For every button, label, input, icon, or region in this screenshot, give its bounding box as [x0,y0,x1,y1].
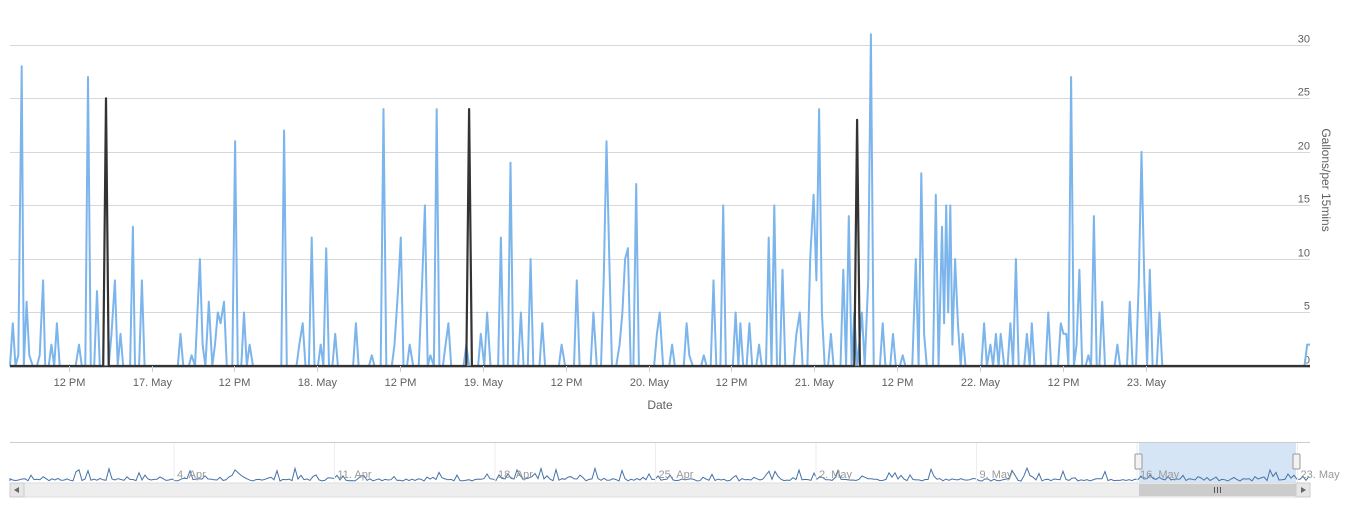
x-tick-label: 12 PM [551,377,583,389]
navigator-selection[interactable] [1139,443,1296,483]
navigator-label: 25. Apr [659,469,694,481]
x-tick-label: 12 PM [219,377,251,389]
y-tick-label: 5 [1304,301,1310,313]
y-tick-label: 15 [1298,194,1310,206]
x-tick-label: 19. May [464,377,504,389]
y-axis-ticks: 0 5 10 15 20 25 30 [1298,34,1310,367]
navigator-label: 11. Apr [338,469,372,481]
y-tick-label: 25 [1298,87,1310,99]
x-tick-label: 22. May [961,377,1001,389]
grid-lines [10,45,1310,313]
x-tick-label: 12 PM [385,377,417,389]
navigator-scrollbar-track[interactable] [9,482,1311,498]
x-tick-label: 23. May [1127,377,1167,389]
scroll-left-arrow-icon [14,487,19,493]
plot-series [9,33,1310,368]
x-tick-label: 12 PM [716,377,748,389]
x-tick-label: 12 PM [54,377,86,389]
y-tick-label: 20 [1298,141,1310,153]
x-axis-ticks: 12 PM 17. May 12 PM 18. May 12 PM 19. May 12 P… [54,366,1167,389]
series-line-1 [9,33,1310,367]
navigator-label: 2. May [819,469,853,481]
y-tick-label: 10 [1298,248,1310,260]
navigator-label: 9. May [980,469,1014,481]
navigator-label: 16. May [1140,469,1180,481]
y-axis-title: Gallons/per 15mins [1319,128,1333,231]
navigator-label: 4. Apr [177,469,206,481]
x-axis-title: Date [647,398,673,412]
navigator-label: 23. May [1301,469,1341,481]
navigator-left-handle[interactable] [1134,453,1143,470]
navigator-right-handle[interactable] [1292,453,1301,470]
y-tick-label: 30 [1298,34,1310,46]
navigator-date-labels: 4. Apr 11. Apr 18. Apr 25. Apr 2. May 9. May 1… [173,443,1341,483]
series-line-2 [10,97,1310,368]
x-tick-label: 20. May [630,377,670,389]
x-tick-label: 12 PM [882,377,914,389]
x-tick-label: 21. May [795,377,835,389]
x-tick-label: 12 PM [1048,377,1080,389]
scroll-right-arrow-icon [1301,487,1306,493]
navigator-label: 18. Apr [498,469,533,481]
scrollbar-grip-icon [1214,487,1221,493]
x-tick-label: 17. May [133,377,173,389]
navigator[interactable]: 4. Apr 11. Apr 18. Apr 25. Apr 2. May 9. May 1… [9,442,1341,498]
x-tick-label: 18. May [298,377,338,389]
navigator-series-line [9,466,1310,482]
y-tick-label: 0 [1304,355,1310,367]
